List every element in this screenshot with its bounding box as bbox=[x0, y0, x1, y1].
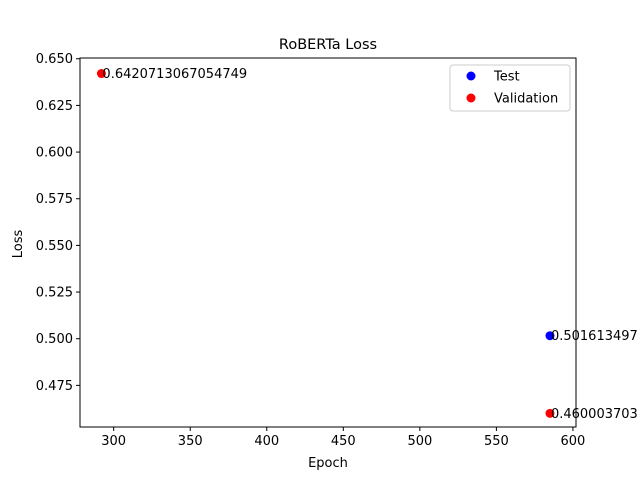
legend-marker-validation bbox=[466, 93, 476, 103]
y-tick-label: 0.575 bbox=[36, 192, 73, 207]
legend-label: Validation bbox=[494, 92, 558, 107]
data-label: 0.6420713067054749 bbox=[102, 67, 247, 82]
data-point-validation bbox=[96, 69, 106, 79]
chart-title: RoBERTa Loss bbox=[279, 37, 377, 53]
y-tick-label: 0.550 bbox=[36, 239, 73, 254]
x-tick-label: 450 bbox=[331, 434, 356, 449]
y-axis-label: Loss bbox=[11, 230, 26, 259]
y-tick-label: 0.600 bbox=[36, 146, 73, 161]
plot-frame bbox=[79, 57, 577, 428]
y-tick-label: 0.650 bbox=[36, 52, 73, 67]
data-label: 0.501613497 bbox=[551, 329, 638, 344]
legend-box bbox=[449, 64, 571, 112]
y-tick-label: 0.500 bbox=[36, 332, 73, 347]
x-tick-label: 400 bbox=[254, 434, 279, 449]
x-tick-label: 600 bbox=[561, 434, 586, 449]
y-tick-label: 0.625 bbox=[36, 99, 73, 114]
data-label: 0.460003703 bbox=[551, 407, 638, 422]
legend-marker-test bbox=[466, 71, 476, 81]
data-point-test bbox=[545, 331, 555, 341]
x-axis-label: Epoch bbox=[308, 456, 348, 471]
x-axis: 300 350 400 450 500 550 600 bbox=[101, 427, 585, 449]
y-tick-label: 0.475 bbox=[36, 379, 73, 394]
plot-points: 0.501613497 0.6420713067054749 0.460003703 bbox=[96, 67, 638, 422]
legend-label: Test bbox=[493, 70, 520, 85]
x-tick-label: 350 bbox=[178, 434, 203, 449]
data-point-validation bbox=[545, 408, 555, 418]
y-axis: 0.475 0.500 0.525 0.550 0.575 0.600 0.625 0.650 bbox=[36, 52, 80, 394]
x-tick-label: 500 bbox=[407, 434, 432, 449]
y-tick-label: 0.525 bbox=[36, 286, 73, 301]
legend: Test Validation bbox=[449, 64, 571, 112]
x-tick-label: 550 bbox=[484, 434, 509, 449]
x-tick-label: 300 bbox=[101, 434, 126, 449]
